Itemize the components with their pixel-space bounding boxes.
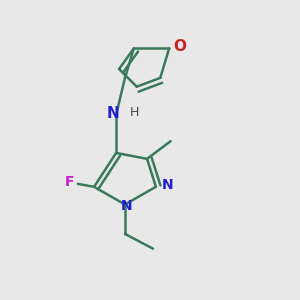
Text: N: N: [106, 106, 119, 121]
Text: F: F: [64, 176, 74, 189]
Text: N: N: [121, 199, 132, 213]
Text: O: O: [173, 39, 186, 54]
Text: N: N: [161, 178, 173, 192]
Text: H: H: [130, 106, 139, 119]
